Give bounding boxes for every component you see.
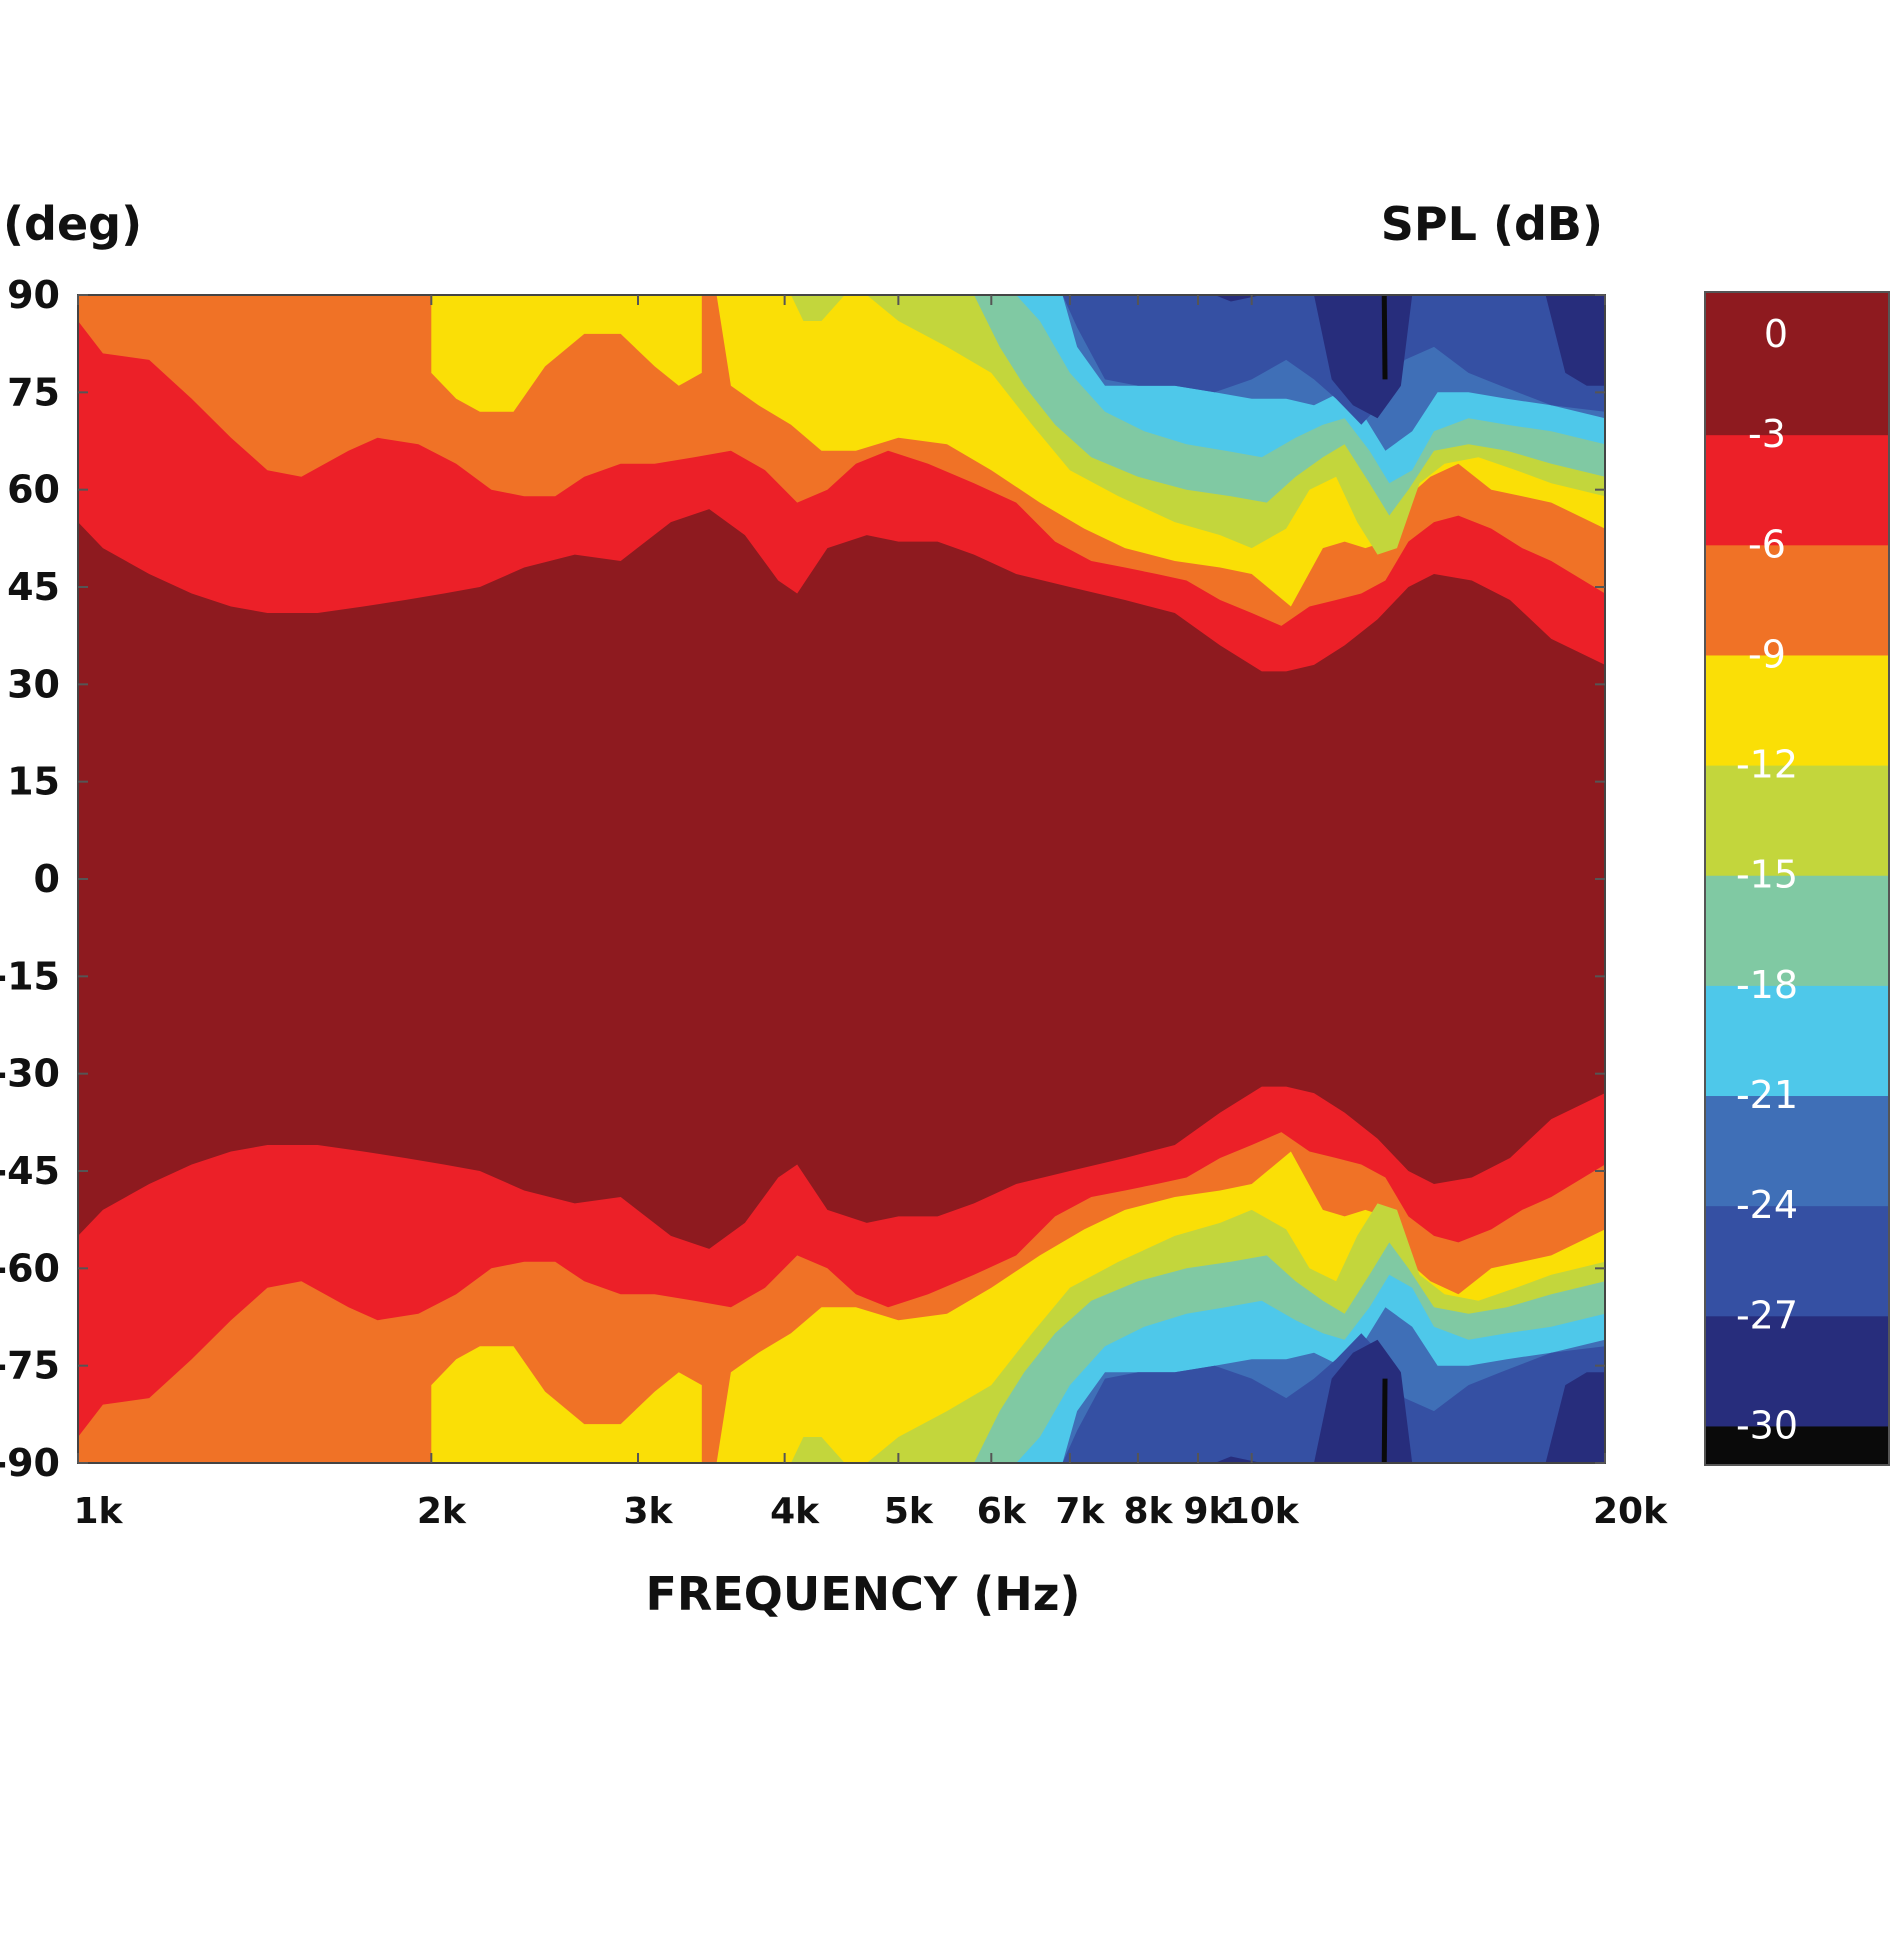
x-tick-label: 9k <box>1183 1491 1233 1532</box>
x-tick-label: 4k <box>770 1491 820 1532</box>
x-tick-label: 5k <box>884 1491 934 1532</box>
plot-area <box>77 294 1606 1464</box>
y-tick-label: 30 <box>7 662 60 706</box>
x-tick-label: 1k <box>74 1491 124 1532</box>
colorbar-label: -3 <box>1748 412 1786 456</box>
y-tick-label: -15 <box>0 954 60 998</box>
colorbar-frame <box>1704 291 1890 1466</box>
colorbar-swatch <box>1705 985 1890 1097</box>
colorbar-label: -9 <box>1748 632 1786 676</box>
colorbar-swatch <box>1705 545 1890 656</box>
band-minus24-bottom <box>78 1333 1605 1463</box>
y-tick-label: -90 <box>0 1441 60 1485</box>
y-tick-label: 0 <box>34 857 60 901</box>
band-minus30-bottom <box>1381 1378 1388 1464</box>
colorbar-label: 0 <box>1764 312 1788 356</box>
y-tick-label: -75 <box>0 1344 60 1388</box>
x-tick-label: 8k <box>1123 1491 1173 1532</box>
colorbar-swatch <box>1705 1316 1890 1427</box>
y-tick-label: -45 <box>0 1149 60 1193</box>
axes: (deg) SPL (dB) FREQUENCY (Hz) 90 75 60 45 30… <box>0 197 1668 1621</box>
y-tick-label: 15 <box>7 760 60 804</box>
y-tick-label: 90 <box>7 273 60 317</box>
x-tick-label: 10k <box>1225 1491 1300 1532</box>
colorbar-label: -18 <box>1736 963 1798 1007</box>
x-tick-label: 2k <box>417 1491 467 1532</box>
x-tick-label: 20k <box>1593 1491 1668 1532</box>
colorbar-label: -24 <box>1736 1183 1798 1227</box>
x-axis-label: FREQUENCY (Hz) <box>645 1567 1080 1621</box>
x-tick-label: 3k <box>623 1491 673 1532</box>
colorbar: 0 -3 -6 -9 -12 -15 -18 -21 -24 -27 -30 <box>1704 291 1890 1466</box>
band-minus30-top <box>1381 294 1388 380</box>
y-tick-label: 45 <box>7 565 60 609</box>
colorbar-swatch <box>1705 435 1890 546</box>
colorbar-label: -27 <box>1736 1293 1798 1337</box>
colorbar-swatch <box>1705 1096 1890 1207</box>
y-tick-label: -30 <box>0 1052 60 1096</box>
y-tick-label: -60 <box>0 1246 60 1290</box>
colorbar-swatch <box>1705 1426 1890 1466</box>
colorbar-title: SPL (dB) <box>1381 197 1603 251</box>
colorbar-label: -15 <box>1736 853 1798 897</box>
band-minus24-top <box>78 295 1605 425</box>
colorbar-label: -6 <box>1748 522 1786 566</box>
y-tick-label: 75 <box>7 370 60 414</box>
colorbar-label: -30 <box>1736 1403 1798 1447</box>
colorbar-swatch <box>1705 655 1890 767</box>
colorbar-label: -12 <box>1736 743 1798 787</box>
x-tick-label: 7k <box>1055 1491 1105 1532</box>
y-axis-label: (deg) <box>3 197 142 251</box>
colorbar-swatch <box>1705 292 1890 436</box>
x-tick-label: 6k <box>977 1491 1027 1532</box>
colorbar-swatch <box>1705 1206 1890 1317</box>
colorbar-swatch <box>1705 765 1890 877</box>
colorbar-label: -21 <box>1736 1073 1798 1117</box>
colorbar-swatch <box>1705 875 1890 987</box>
y-tick-label: 60 <box>7 468 60 512</box>
